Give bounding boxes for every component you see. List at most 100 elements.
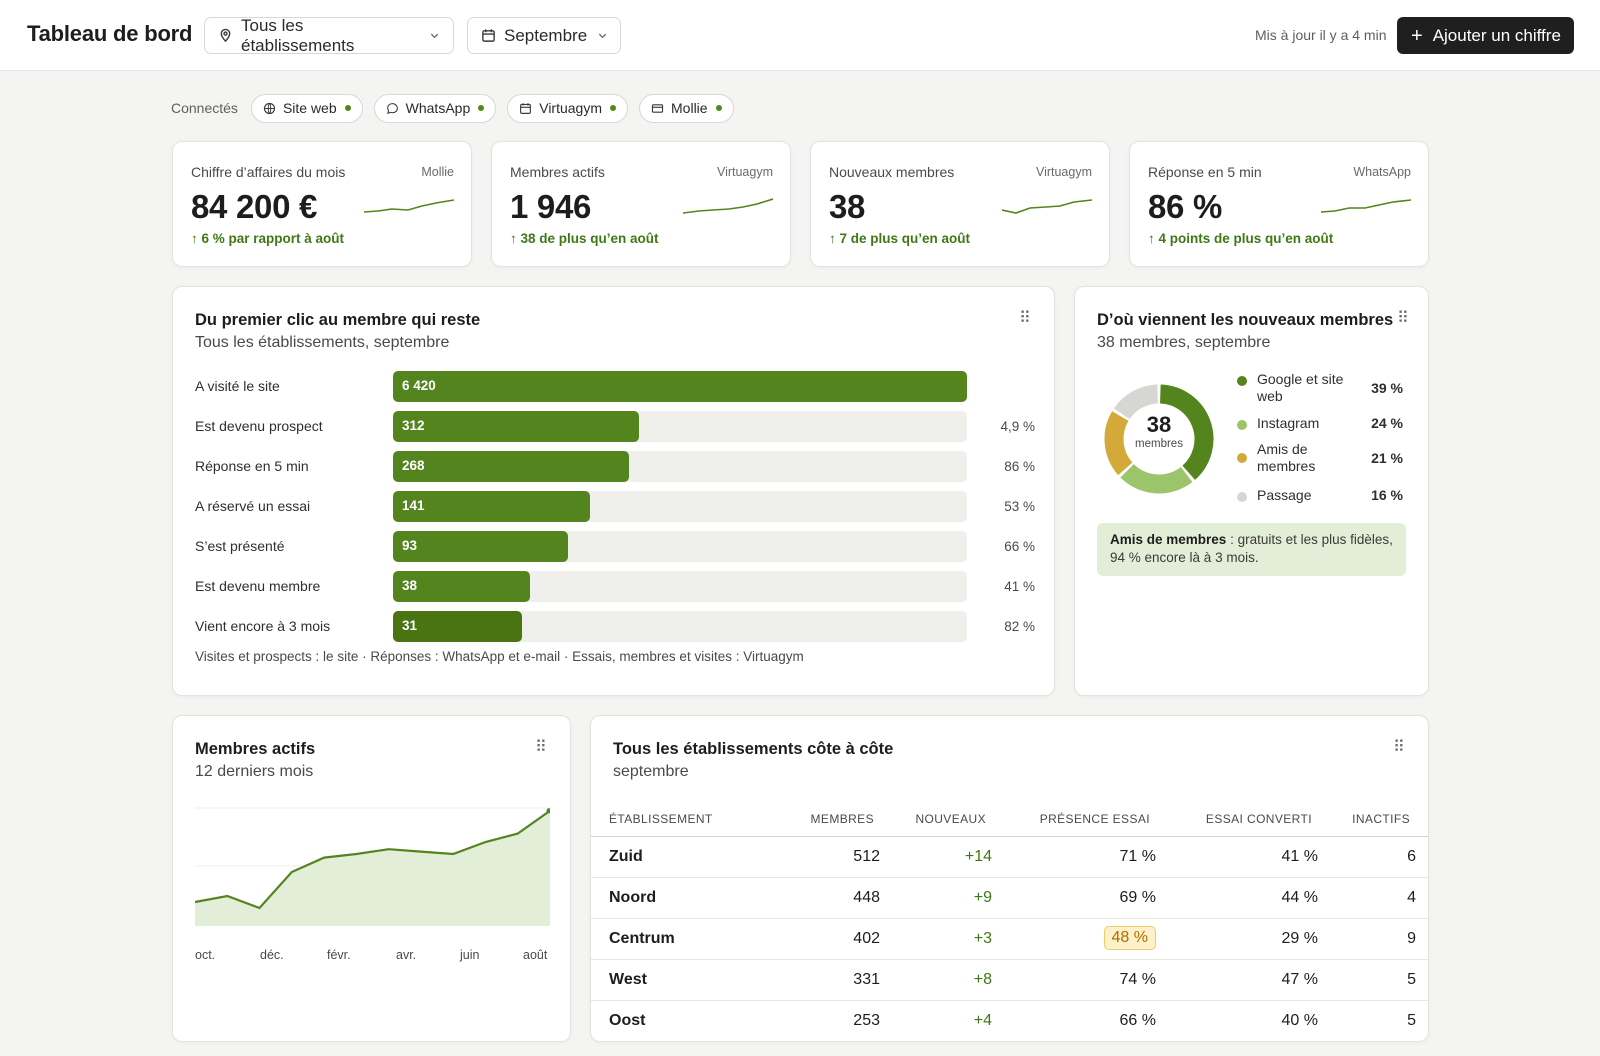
kpi-source: WhatsApp — [1353, 165, 1411, 179]
drag-handle-icon[interactable]: ⠿ — [535, 739, 547, 756]
funnel-step-label: Est devenu membre — [195, 578, 321, 594]
donut-slice — [1120, 463, 1193, 494]
location-name: West — [609, 971, 647, 988]
new-members-cell: +14 — [964, 848, 992, 865]
inactive-cell: 4 — [1407, 889, 1416, 906]
month-filter-dropdown[interactable]: Septembre — [467, 17, 621, 54]
table-row[interactable]: Oost 253 +4 66 % 40 % 5 — [591, 1000, 1428, 1041]
top-bar: Tableau de bord Tous les établissements … — [0, 0, 1600, 71]
funnel-step-label: Est devenu prospect — [195, 418, 323, 434]
funnel-step: Vient encore à 3 mois 31 82 % — [195, 611, 1035, 642]
members-cell: 448 — [853, 889, 880, 906]
kpi-source: Virtuagym — [1035, 165, 1092, 179]
plus-icon: + — [1411, 24, 1423, 47]
insight-note-bold: Amis de membres — [1110, 532, 1227, 547]
kpi-source: Mollie — [421, 165, 454, 179]
funnel-step: Est devenu prospect 312 4,9 % — [195, 411, 1035, 442]
legend-percent: 39 % — [1371, 380, 1403, 396]
funnel-track: 31 — [393, 611, 967, 642]
kpi-value: 86 % — [1148, 188, 1223, 225]
legend-color-dot — [1237, 376, 1247, 386]
connection-chip-virtuagym[interactable]: Virtuagym — [507, 93, 629, 123]
x-axis-label: déc. — [260, 948, 284, 962]
calendar-icon — [482, 29, 495, 42]
funnel-step-value: 6 420 — [402, 378, 436, 393]
column-header-members[interactable]: MEMBRES — [810, 812, 874, 826]
month-filter-label: Septembre — [504, 25, 588, 45]
funnel-step-label: A visité le site — [195, 378, 280, 394]
last-updated-text: Mis à jour il y a 4 min — [1255, 27, 1387, 43]
members-cell: 402 — [853, 930, 880, 947]
active-members-chart-card: Membres actifs 12 derniers mois ⠿ oct. d… — [172, 715, 571, 1042]
kpi-delta: ↑ 6 % par rapport à août — [191, 231, 344, 246]
funnel-step-value: 312 — [402, 418, 425, 433]
location-filter-label: Tous les établissements — [241, 15, 355, 55]
trial-converted-cell: 41 % — [1281, 848, 1318, 865]
kpi-card-response-time[interactable]: Réponse en 5 min WhatsApp 86 % ↑ 4 point… — [1129, 141, 1429, 267]
series-line — [195, 809, 550, 910]
column-header-inactive[interactable]: INACTIFS — [1352, 812, 1410, 826]
drag-handle-icon[interactable]: ⠿ — [1019, 310, 1031, 327]
funnel-step: Réponse en 5 min 268 86 % — [195, 451, 1035, 482]
funnel-step-value: 141 — [402, 498, 425, 513]
table-subtitle: septembre — [613, 763, 689, 780]
add-metric-button[interactable]: + Ajouter un chiffre — [1397, 17, 1574, 54]
funnel-step-label: S’est présenté — [195, 538, 285, 554]
kpi-delta-text: 4 points de plus qu’en août — [1158, 231, 1334, 246]
funnel-bar: 268 — [393, 451, 629, 482]
funnel-bar: 312 — [393, 411, 639, 442]
kpi-value: 84 200 € — [191, 188, 318, 225]
connections-label: Connectés — [171, 100, 238, 116]
connected-status-dot — [478, 105, 485, 111]
add-metric-label: Ajouter un chiffre — [1432, 25, 1561, 45]
legend-item: Amis de membres 21 % — [1237, 441, 1403, 475]
kpi-source: Virtuagym — [716, 165, 773, 179]
kpi-value: 38 — [829, 188, 866, 225]
funnel-footer: Visites et prospects : le site · Réponse… — [195, 649, 804, 664]
funnel-track: 141 — [393, 491, 967, 522]
kpi-card-active-members[interactable]: Membres actifs Virtuagym 1 946 ↑ 38 de p… — [491, 141, 791, 267]
arrow-up-icon: ↑ — [829, 231, 836, 246]
connection-chip-site-web[interactable]: Site web — [250, 93, 363, 123]
funnel-step-value: 268 — [402, 458, 425, 473]
drag-handle-icon[interactable]: ⠿ — [1393, 739, 1405, 756]
new-members-cell: +4 — [973, 1012, 992, 1029]
connected-status-dot — [610, 105, 617, 111]
connections-bar: Connectés Site web WhatsApp Virtuagym Mo… — [171, 93, 745, 123]
funnel-track: 312 — [393, 411, 967, 442]
kpi-card-new-members[interactable]: Nouveaux membres Virtuagym 38 ↑ 7 de plu… — [810, 141, 1110, 267]
drag-handle-icon[interactable]: ⠿ — [1397, 310, 1409, 327]
table-row[interactable]: West 331 +8 74 % 47 % 5 — [591, 959, 1428, 1000]
funnel-step-value: 93 — [402, 538, 418, 553]
funnel-step-value: 38 — [402, 578, 418, 593]
table-row[interactable]: Noord 448 +9 69 % 44 % 4 — [591, 877, 1428, 918]
location-filter-dropdown[interactable]: Tous les établissements — [204, 15, 454, 55]
column-header-trial-converted[interactable]: ESSAI CONVERTI — [1205, 812, 1312, 826]
x-axis-label: févr. — [327, 948, 351, 962]
funnel-subtitle: Tous les établissements, septembre — [195, 334, 450, 351]
table-row[interactable]: Centrum 402 +3 48 % 29 % 9 — [591, 918, 1428, 959]
column-header-trial-attendance[interactable]: PRÉSENCE ESSAI — [1039, 812, 1150, 826]
members-cell: 253 — [853, 1012, 880, 1029]
column-header-new[interactable]: NOUVEAUX — [915, 812, 986, 826]
funnel-step: Est devenu membre 38 41 % — [195, 571, 1035, 602]
connected-status-dot — [715, 105, 722, 111]
location-name: Zuid — [609, 848, 643, 865]
members-cell: 331 — [853, 971, 880, 988]
trial-attendance-cell: 66 % — [1119, 1012, 1156, 1029]
location-name: Oost — [609, 1012, 646, 1029]
column-header-location[interactable]: ÉTABLISSEMENT — [609, 812, 713, 826]
connection-chip-mollie[interactable]: Mollie — [639, 93, 734, 123]
donut-slice — [1104, 411, 1133, 476]
page-title: Tableau de bord — [27, 21, 193, 46]
connection-label: Mollie — [671, 100, 708, 116]
funnel-step: S’est présenté 93 66 % — [195, 531, 1035, 562]
legend-percent: 16 % — [1371, 487, 1403, 503]
donut-slice — [1159, 384, 1214, 480]
legend-item: Passage 16 % — [1237, 487, 1403, 507]
kpi-delta-text: 7 de plus qu’en août — [839, 231, 971, 246]
connection-chip-whatsapp[interactable]: WhatsApp — [373, 93, 497, 123]
funnel-bar: 6 420 — [393, 371, 967, 402]
kpi-card-revenue[interactable]: Chiffre d’affaires du mois Mollie 84 200… — [172, 141, 472, 267]
table-row[interactable]: Zuid 512 +14 71 % 41 % 6 — [591, 836, 1428, 877]
